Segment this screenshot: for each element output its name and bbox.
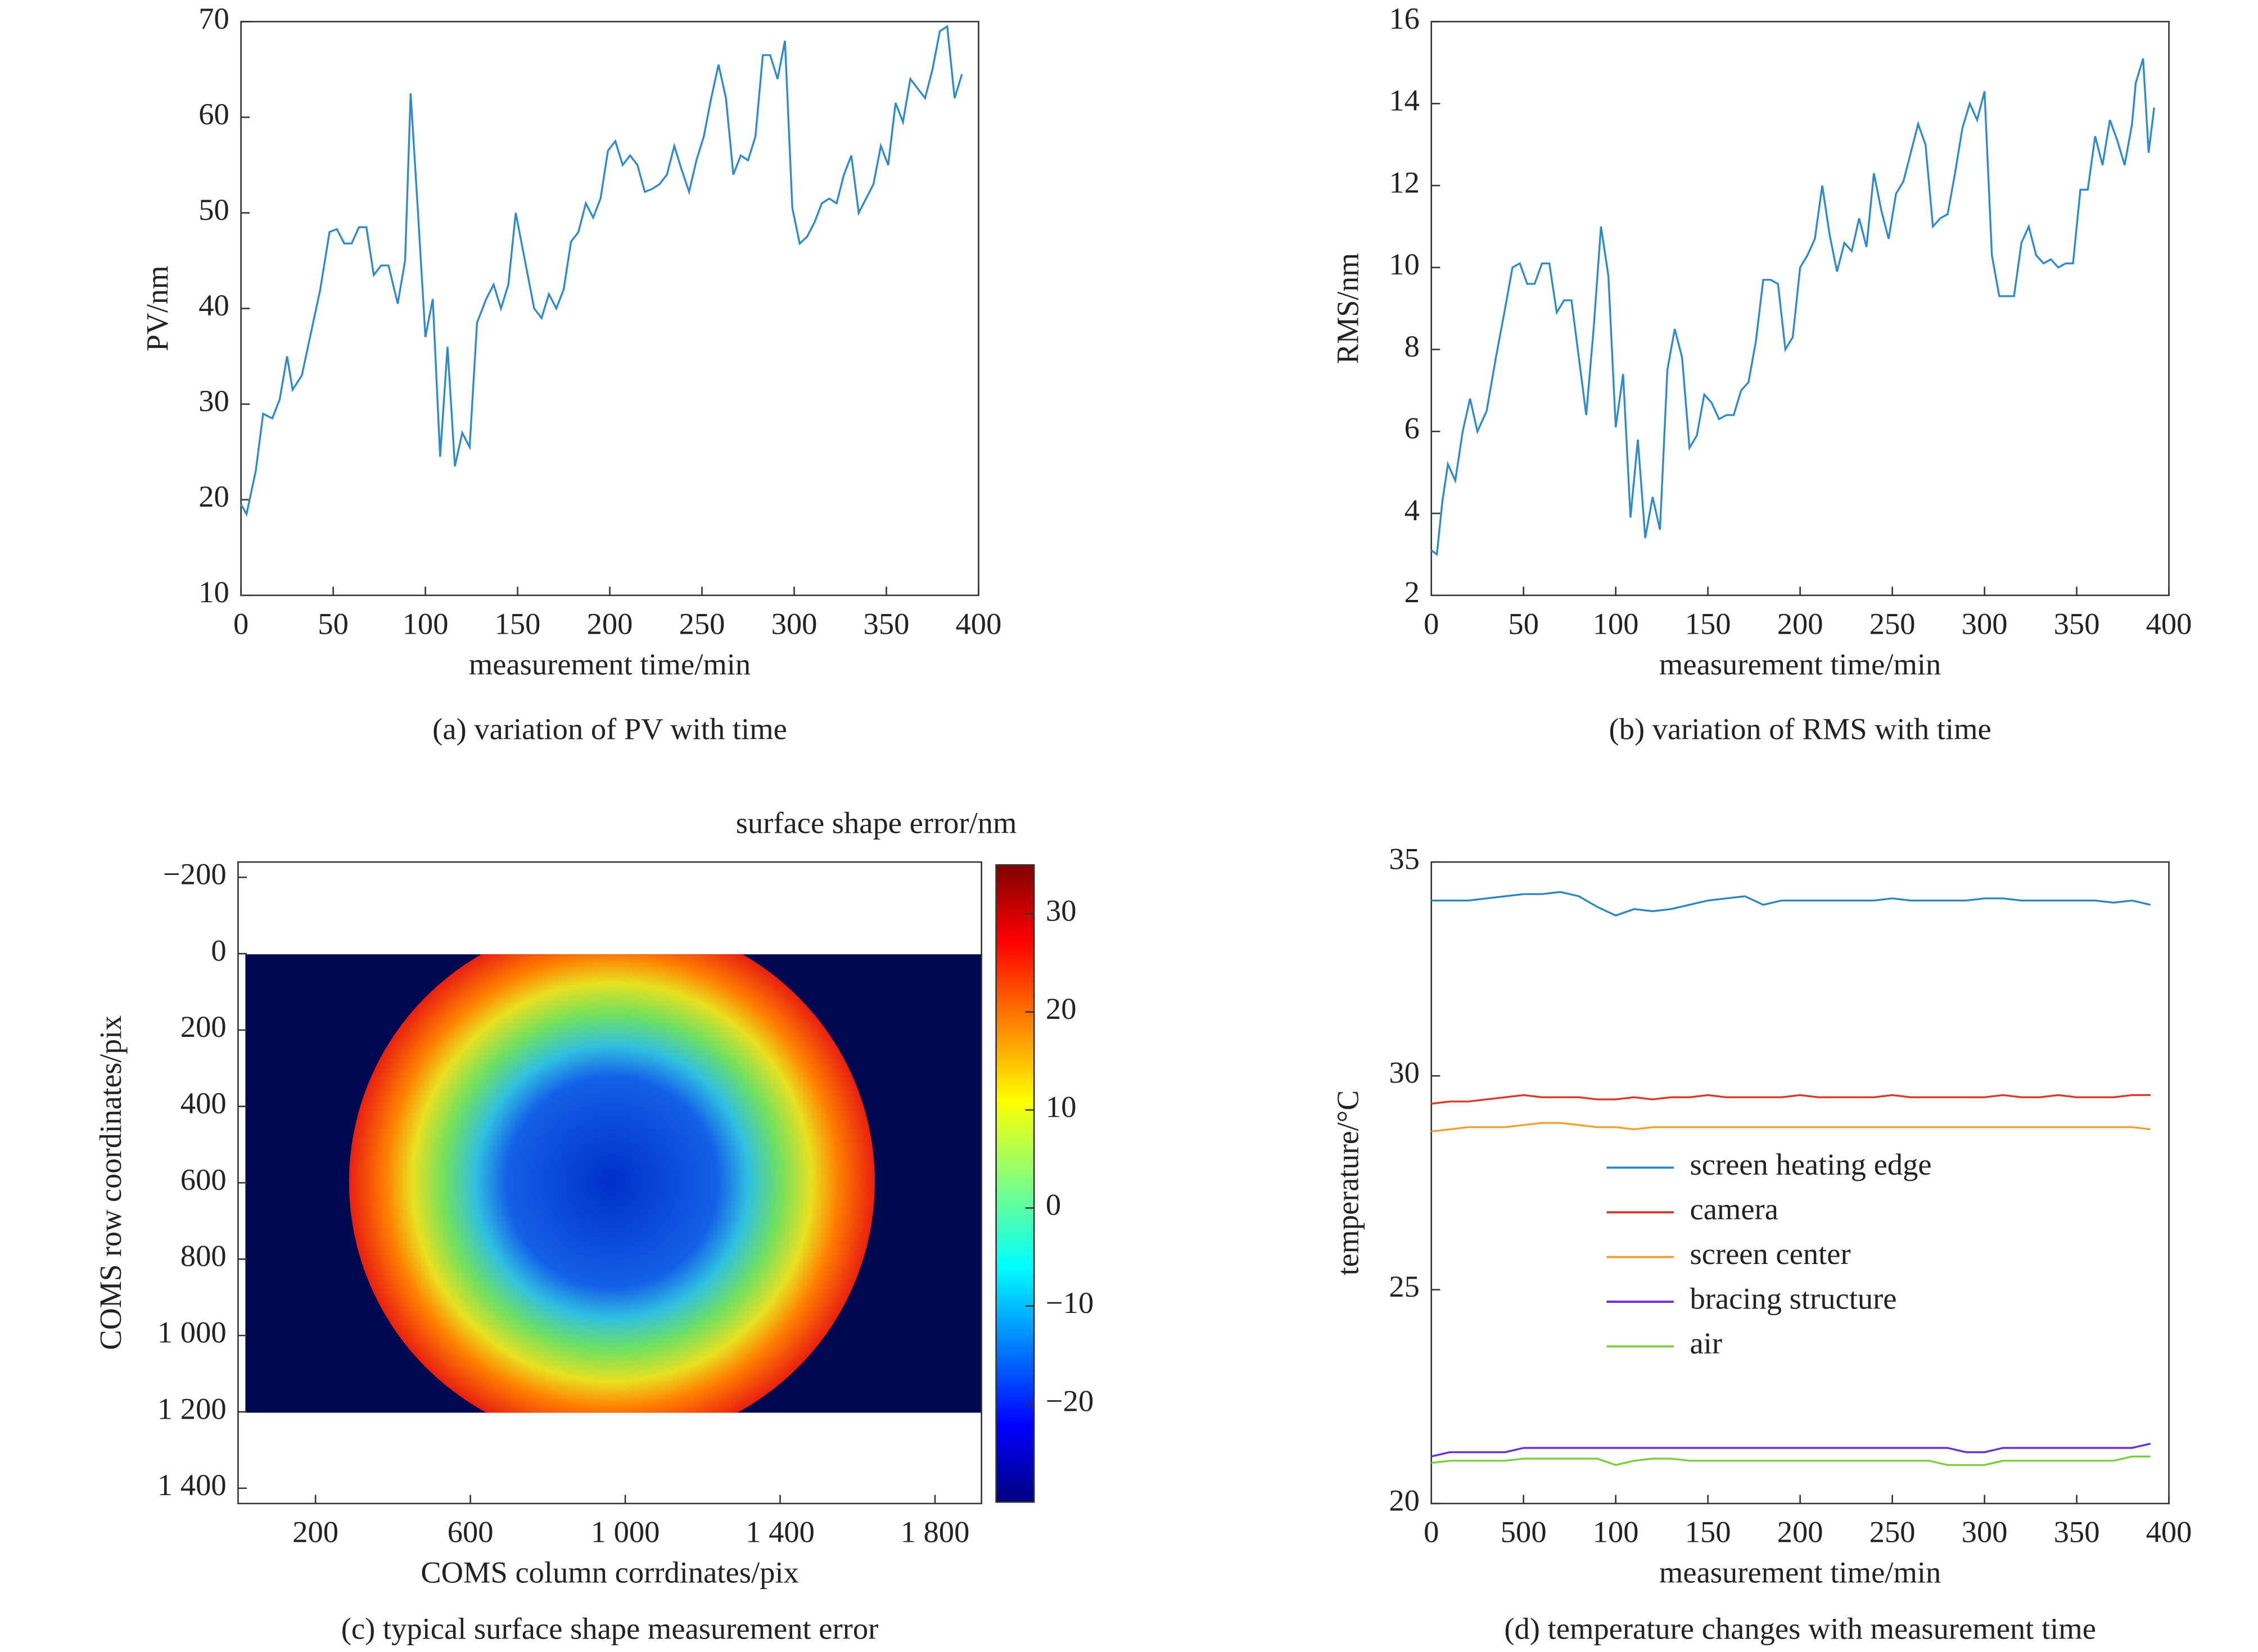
caption: (b) variation of RMS with time	[1609, 712, 1991, 746]
x-tick-label: 500	[1501, 1515, 1547, 1549]
x-tick-label: 100	[403, 607, 449, 641]
y-tick-label: 14	[1389, 84, 1420, 118]
x-tick-label: 100	[1593, 1515, 1639, 1549]
y-tick-label: 400	[180, 1086, 227, 1120]
x-tick-label: 400	[956, 607, 1002, 641]
colorbar-tick-label: 30	[1046, 894, 1077, 928]
data-line	[1431, 1455, 2151, 1466]
x-axis-label: measurement time/min	[1659, 1556, 1941, 1590]
x-axis-label: COMS column corrdinates/pix	[421, 1556, 799, 1590]
data-line	[1431, 891, 2151, 917]
colorbar-label: surface shape error/nm	[736, 806, 1017, 840]
x-tick-label: 50	[1508, 607, 1539, 641]
colorbar-tick-label: 0	[1046, 1188, 1061, 1222]
y-axis-label: RMS/nm	[1331, 253, 1365, 364]
y-tick-label: 10	[1389, 247, 1420, 281]
y-tick-label: 70	[198, 2, 229, 35]
x-tick-label: 0	[1424, 1515, 1439, 1549]
x-tick-label: 1 800	[901, 1515, 970, 1549]
heatmap-image	[245, 954, 982, 1413]
data-line	[240, 25, 963, 517]
y-tick-label: 8	[1405, 330, 1420, 363]
x-tick-label: 250	[679, 607, 725, 641]
y-tick-label: 600	[180, 1163, 227, 1197]
y-tick-label: 35	[1389, 842, 1420, 876]
plot-frame	[1430, 861, 2170, 1505]
y-tick-label: 0	[211, 934, 226, 968]
legend-label: camera	[1690, 1193, 1778, 1226]
legend-label: bracing structure	[1690, 1282, 1897, 1316]
y-tick-label: 30	[1389, 1056, 1420, 1090]
x-tick-label: 400	[2146, 607, 2192, 641]
x-tick-label: 350	[864, 607, 910, 641]
y-tick-label: 30	[198, 384, 229, 418]
y-tick-label: 1 000	[157, 1316, 227, 1349]
y-tick-label: 16	[1389, 2, 1420, 35]
x-tick-label: 250	[1869, 1515, 1916, 1549]
y-tick-label: 40	[198, 288, 229, 322]
x-tick-label: 150	[1685, 1515, 1731, 1549]
x-tick-label: 300	[1962, 607, 2008, 641]
y-tick-label: 800	[180, 1239, 227, 1273]
x-tick-label: 600	[448, 1515, 494, 1549]
y-tick-label: 2	[1405, 575, 1420, 609]
x-tick-label: 200	[1777, 1515, 1823, 1549]
y-tick-label: 6	[1405, 412, 1420, 445]
colorbar-tick-label: 20	[1046, 992, 1077, 1026]
x-tick-label: 150	[1685, 607, 1731, 641]
y-tick-label: 60	[198, 97, 229, 131]
colorbar-tick-label: −10	[1046, 1286, 1094, 1320]
x-axis-label: measurement time/min	[469, 648, 751, 681]
y-tick-label: −200	[163, 857, 227, 891]
legend-label: screen heating edge	[1690, 1148, 1932, 1181]
legend-label: air	[1690, 1326, 1723, 1360]
x-tick-label: 200	[1777, 607, 1823, 641]
plot-frame	[240, 21, 979, 597]
y-tick-label: 20	[1389, 1484, 1420, 1518]
y-tick-label: 50	[198, 193, 229, 227]
data-line	[1431, 1094, 2151, 1105]
y-tick-label: 25	[1389, 1270, 1420, 1303]
data-line	[1430, 58, 2155, 557]
x-tick-label: 350	[2054, 607, 2100, 641]
colorbar-tick-label: −20	[1046, 1384, 1094, 1418]
x-tick-label: 150	[495, 607, 541, 641]
x-tick-label: 0	[233, 607, 249, 641]
x-tick-label: 0	[1424, 607, 1439, 641]
colorbar-tick-label: 10	[1046, 1090, 1077, 1124]
x-tick-label: 300	[1962, 1515, 2008, 1549]
y-axis-label: COMS row coordinates/pix	[94, 1015, 128, 1350]
x-tick-label: 200	[587, 607, 633, 641]
y-axis-label: PV/nm	[141, 265, 174, 351]
legend-label: screen center	[1690, 1237, 1851, 1271]
y-tick-label: 1 400	[157, 1468, 227, 1502]
y-axis-label: temperature/°C	[1331, 1090, 1365, 1275]
x-tick-label: 1 400	[746, 1515, 815, 1549]
y-tick-label: 200	[180, 1010, 227, 1044]
data-line	[1431, 1442, 2151, 1457]
x-tick-label: 300	[771, 607, 818, 641]
y-tick-label: 10	[198, 575, 229, 609]
x-tick-label: 50	[318, 607, 349, 641]
x-axis-label: measurement time/min	[1659, 648, 1941, 681]
x-tick-label: 400	[2146, 1515, 2192, 1549]
y-tick-label: 4	[1405, 494, 1420, 527]
x-tick-label: 100	[1593, 607, 1639, 641]
caption: (d) temperature changes with measurement…	[1504, 1612, 2096, 1646]
y-tick-label: 1 200	[157, 1392, 227, 1426]
x-tick-label: 250	[1869, 607, 1916, 641]
caption: (c) typical surface shape measurement er…	[341, 1612, 879, 1646]
x-tick-label: 350	[2054, 1515, 2100, 1549]
x-tick-label: 1 000	[591, 1515, 660, 1549]
y-tick-label: 20	[198, 480, 229, 513]
plot-frame	[1430, 21, 2170, 597]
heatmap-disk	[349, 954, 875, 1413]
caption: (a) variation of PV with time	[432, 712, 787, 746]
y-tick-label: 12	[1389, 166, 1420, 200]
x-tick-label: 200	[292, 1515, 338, 1549]
data-line	[1431, 1122, 2151, 1132]
colorbar	[995, 864, 1035, 1503]
